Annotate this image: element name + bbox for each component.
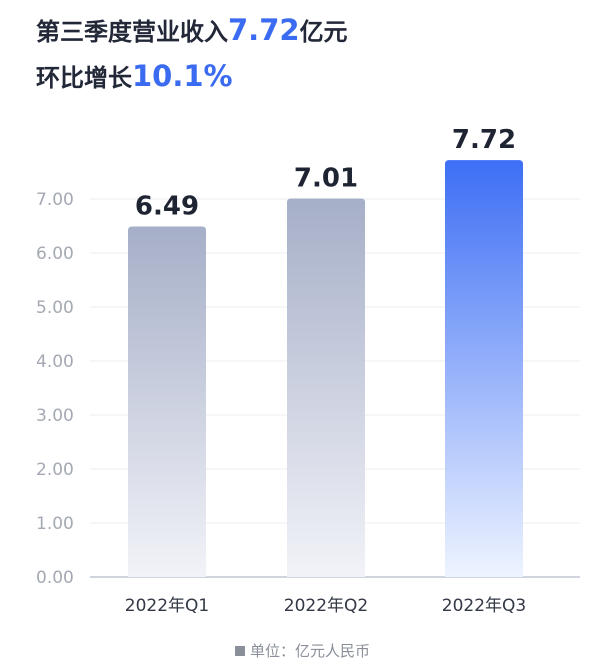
label-layer: 6.49 2022年Q1 7.01 2022年Q2 7.72 2022年Q3 [125, 125, 526, 616]
y-tick-label: 7.00 [36, 190, 74, 210]
bar [287, 198, 365, 577]
bar [445, 160, 523, 577]
unit-label: 单位：亿元人民币 [249, 642, 370, 660]
headline: 第三季度营业收入7.72亿元 环比增长10.1% [36, 8, 348, 100]
x-tick-label: 2022年Q2 [284, 596, 368, 616]
y-tick-label: 6.00 [36, 244, 74, 264]
y-tick-label: 2.00 [36, 460, 74, 480]
y-tick-label: 3.00 [36, 406, 74, 426]
bar [128, 226, 206, 578]
headline-growth: 环比增长10.1% [36, 54, 348, 100]
bar-layer [128, 160, 523, 578]
y-tick-label: 0.00 [36, 568, 74, 588]
growth-prefix: 环比增长 [36, 64, 132, 92]
headline-revenue: 第三季度营业收入7.72亿元 [36, 8, 348, 54]
y-tick-label: 5.00 [36, 298, 74, 318]
y-tick-label: 4.00 [36, 352, 74, 372]
bar-value-label: 7.01 [294, 163, 358, 193]
bar-value-label: 6.49 [135, 192, 199, 222]
x-tick-label: 2022年Q1 [125, 596, 209, 616]
revenue-suffix: 亿元 [299, 18, 348, 46]
bar-value-label: 7.72 [452, 125, 516, 155]
revenue-prefix: 第三季度营业收入 [36, 18, 228, 46]
revenue-value: 7.72 [228, 13, 300, 47]
y-tick-label: 1.00 [36, 514, 74, 534]
growth-value: 10.1% [132, 59, 233, 93]
unit-note: 单位：亿元人民币 [0, 640, 605, 661]
unit-square-icon [234, 646, 245, 656]
x-tick-label: 2022年Q3 [442, 596, 526, 616]
